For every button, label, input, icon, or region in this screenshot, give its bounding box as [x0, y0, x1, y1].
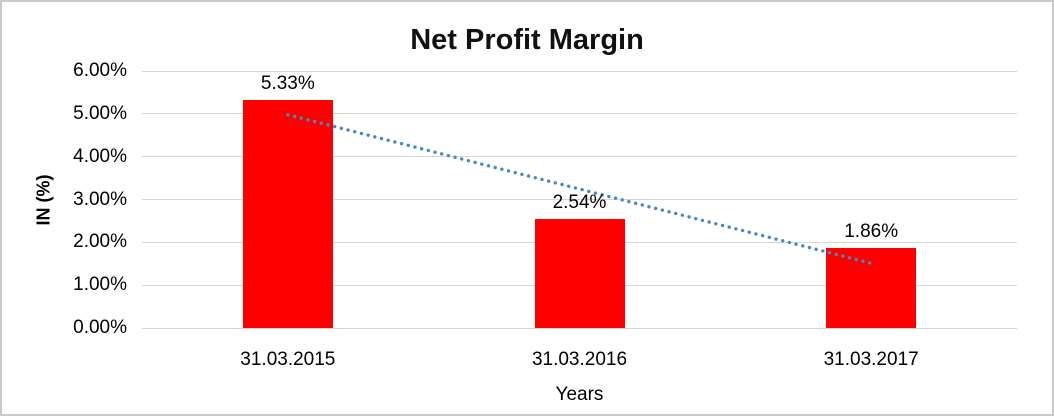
gridline [142, 113, 1017, 115]
y-axis-tick-label: 0.00% [73, 317, 127, 338]
x-axis-tick-label: 31.03.2015 [240, 349, 336, 370]
y-axis-tick-label: 4.00% [73, 145, 127, 167]
x-axis-tick-label: 31.03.2017 [823, 349, 919, 370]
gridline [142, 156, 1017, 158]
x-axis: 31.03.2015 31.03.2016 31.03.2017 [142, 349, 1017, 373]
gridline [142, 199, 1017, 200]
bar-value-label: 2.54% [552, 192, 607, 214]
y-axis: 0.00% 1.00% 2.00% 3.00% 4.00% 5.00% 6.00% [2, 60, 127, 338]
chart-title: Net Profit Margin [410, 24, 644, 56]
y-axis-tick-label: 2.00% [73, 231, 127, 253]
gridline [142, 70, 1017, 72]
y-axis-tick-label: 3.00% [73, 188, 127, 210]
y-axis-tick-label: 5.00% [73, 102, 127, 124]
x-axis-tick-label: 31.03.2016 [531, 349, 628, 370]
bar [242, 99, 333, 328]
y-axis-tick-label: 6.00% [73, 60, 127, 81]
bar [826, 248, 917, 328]
bar-value-label: 1.86% [844, 221, 899, 243]
y-axis-tick-label: 1.00% [73, 274, 127, 296]
plot-area: 5.33% 2.54% 1.86% [142, 70, 1017, 329]
bar [534, 219, 625, 328]
bar-value-label: 5.33% [260, 72, 315, 94]
gridline [142, 327, 1017, 329]
x-axis-title: Years [555, 384, 604, 405]
